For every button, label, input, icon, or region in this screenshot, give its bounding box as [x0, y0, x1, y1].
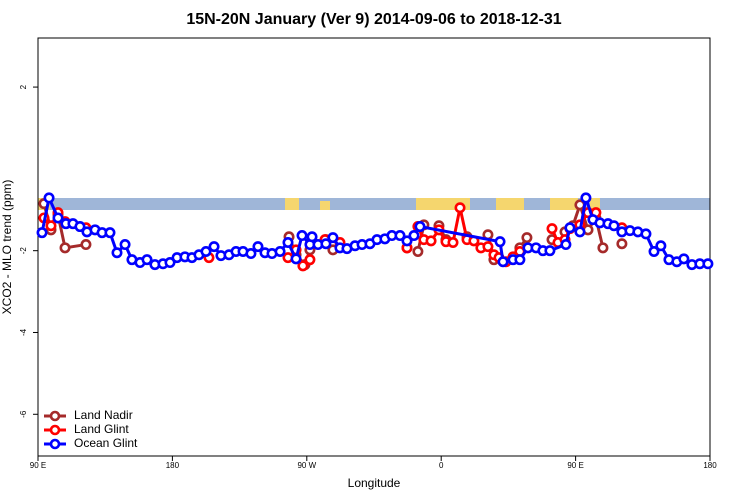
point	[52, 212, 64, 224]
point	[282, 237, 294, 249]
plot-frame	[37, 37, 711, 457]
point	[200, 245, 212, 257]
point	[59, 242, 71, 254]
point	[36, 227, 48, 239]
point	[560, 239, 572, 251]
point	[111, 247, 123, 259]
x-tick-label: 90 E	[567, 461, 583, 470]
legend-marker	[49, 410, 61, 422]
point	[327, 232, 339, 244]
point	[401, 235, 413, 247]
point	[119, 239, 131, 251]
point	[454, 202, 466, 214]
point	[394, 230, 406, 242]
point	[304, 254, 316, 266]
point	[616, 238, 628, 250]
point	[408, 230, 420, 242]
legend-label: Land Glint	[74, 422, 129, 436]
point	[574, 226, 586, 238]
point	[252, 241, 264, 253]
point	[702, 258, 714, 270]
x-tick-label: 180	[703, 461, 717, 470]
point	[608, 220, 620, 232]
y-tick-label: 2	[19, 84, 28, 89]
point	[597, 242, 609, 254]
y-axis-label: XCO2 - MLO trend (ppm)	[0, 180, 14, 315]
x-tick-label: 90 W	[297, 461, 316, 470]
point	[514, 254, 526, 266]
legend-label: Ocean Glint	[74, 436, 138, 450]
point	[320, 238, 332, 250]
point	[74, 221, 86, 233]
point	[580, 192, 592, 204]
y-tick-label: -6	[19, 410, 28, 418]
point	[274, 245, 286, 257]
x-tick-label: 180	[166, 461, 180, 470]
point	[141, 254, 153, 266]
point	[296, 230, 308, 242]
point	[164, 257, 176, 269]
point	[290, 253, 302, 265]
point	[414, 221, 426, 233]
y-tick-label: -2	[19, 247, 28, 255]
point	[546, 223, 558, 235]
point	[497, 256, 509, 268]
point	[494, 236, 506, 248]
point	[245, 248, 257, 260]
point	[521, 232, 533, 244]
point	[564, 222, 576, 234]
point	[425, 235, 437, 247]
y-tick-label: -4	[19, 328, 28, 336]
point	[297, 260, 309, 272]
x-axis-label: Longitude	[348, 476, 401, 490]
legend-label: Land Nadir	[74, 408, 133, 422]
point	[45, 220, 57, 232]
point	[482, 241, 494, 253]
x-tick-label: 90 E	[30, 461, 46, 470]
point	[104, 227, 116, 239]
x-tick-label: 0	[439, 461, 444, 470]
legend-marker	[49, 424, 61, 436]
point	[208, 241, 220, 253]
point	[640, 228, 652, 240]
point	[80, 239, 92, 251]
point	[43, 192, 55, 204]
point	[447, 237, 459, 249]
point	[544, 245, 556, 257]
legend-marker	[49, 438, 61, 450]
point	[648, 245, 660, 257]
map-band	[38, 198, 710, 210]
point	[306, 231, 318, 243]
point	[412, 245, 424, 257]
point	[678, 253, 690, 265]
point	[655, 240, 667, 252]
chart-title: 15N-20N January (Ver 9) 2014-09-06 to 20…	[186, 11, 561, 28]
